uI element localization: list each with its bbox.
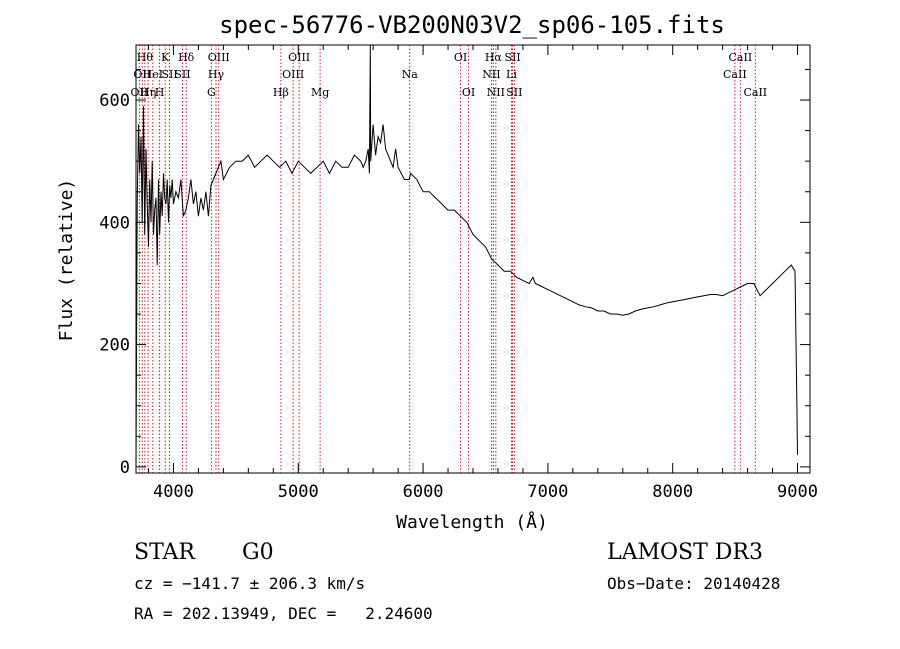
- line-marker-label: Hθ: [137, 51, 154, 64]
- object-subclass: G0: [242, 540, 274, 565]
- x-tick-label: 4000: [153, 482, 194, 502]
- line-marker-label: SII: [506, 86, 522, 99]
- line-marker-label: NII: [482, 68, 500, 81]
- line-marker-label: K: [161, 51, 170, 64]
- line-marker-label: OII: [133, 68, 151, 81]
- survey-name: LAMOST DR3: [607, 540, 763, 565]
- line-marker-labels: OIIOIIHθHηHeIHKSIISIIHδGHγOIIIHβOIIIOIII…: [131, 51, 768, 99]
- line-marker-label: Hβ: [273, 86, 289, 99]
- spectrum-series-line: [135, 44, 798, 467]
- line-marker-label: H: [155, 86, 165, 99]
- line-marker-label: Hγ: [208, 68, 225, 81]
- line-marker-label: SII: [161, 68, 177, 81]
- x-tick-label: 5000: [278, 482, 319, 502]
- line-marker-lines: [138, 45, 756, 473]
- line-marker-label: Na: [402, 68, 419, 81]
- x-axis: 4000 5000 6000 7000 8000 9000: [147, 45, 818, 502]
- x-axis-label: Wavelength (Å): [396, 511, 548, 533]
- line-marker-label: CaII: [743, 86, 767, 99]
- line-marker-label: HeI: [143, 68, 163, 81]
- line-marker-label: SII: [504, 51, 520, 64]
- line-marker-label: CaII: [723, 68, 747, 81]
- line-marker-label: Hδ: [178, 51, 195, 64]
- line-marker-label: Hα: [485, 51, 503, 64]
- line-marker-label: Li: [506, 68, 517, 81]
- x-tick-label: 6000: [403, 482, 444, 502]
- line-marker-label: SII: [174, 68, 190, 81]
- chart-title: spec-56776-VB200N03V2_sp06-105.fits: [219, 11, 725, 39]
- line-marker-label: OII: [131, 86, 149, 99]
- obs-date: Obs−Date: 20140428: [607, 574, 781, 593]
- line-marker-label: OIII: [208, 51, 230, 64]
- line-marker-label: Hη: [140, 86, 156, 99]
- y-tick-label: 400: [99, 213, 130, 233]
- y-axis-label: Flux (relative): [56, 179, 77, 342]
- y-tick-label: 600: [99, 91, 130, 111]
- line-marker-label: OI: [454, 51, 467, 64]
- line-marker-label: NII: [487, 86, 505, 99]
- y-tick-label: 0: [120, 458, 130, 478]
- line-marker-label: Mg: [311, 86, 329, 99]
- redshift-readout: cz = −141.7 ± 206.3 km/s: [134, 574, 366, 593]
- y-tick-label: 200: [99, 336, 130, 356]
- coordinates-readout: RA = 202.13949, DEC = 2.24600: [134, 604, 433, 623]
- line-marker-label: OIII: [282, 68, 304, 81]
- x-tick-label: 7000: [527, 482, 568, 502]
- plot-frame: [135, 44, 811, 474]
- line-marker-label: G: [207, 86, 216, 99]
- object-class: STAR: [134, 540, 195, 565]
- line-marker-label: OI: [462, 86, 475, 99]
- line-marker-label: OIII: [288, 51, 310, 64]
- x-tick-label: 8000: [652, 482, 693, 502]
- line-marker-label: CaII: [729, 51, 753, 64]
- x-tick-label: 9000: [777, 482, 818, 502]
- y-axis: 0 200 400 600: [99, 68, 810, 478]
